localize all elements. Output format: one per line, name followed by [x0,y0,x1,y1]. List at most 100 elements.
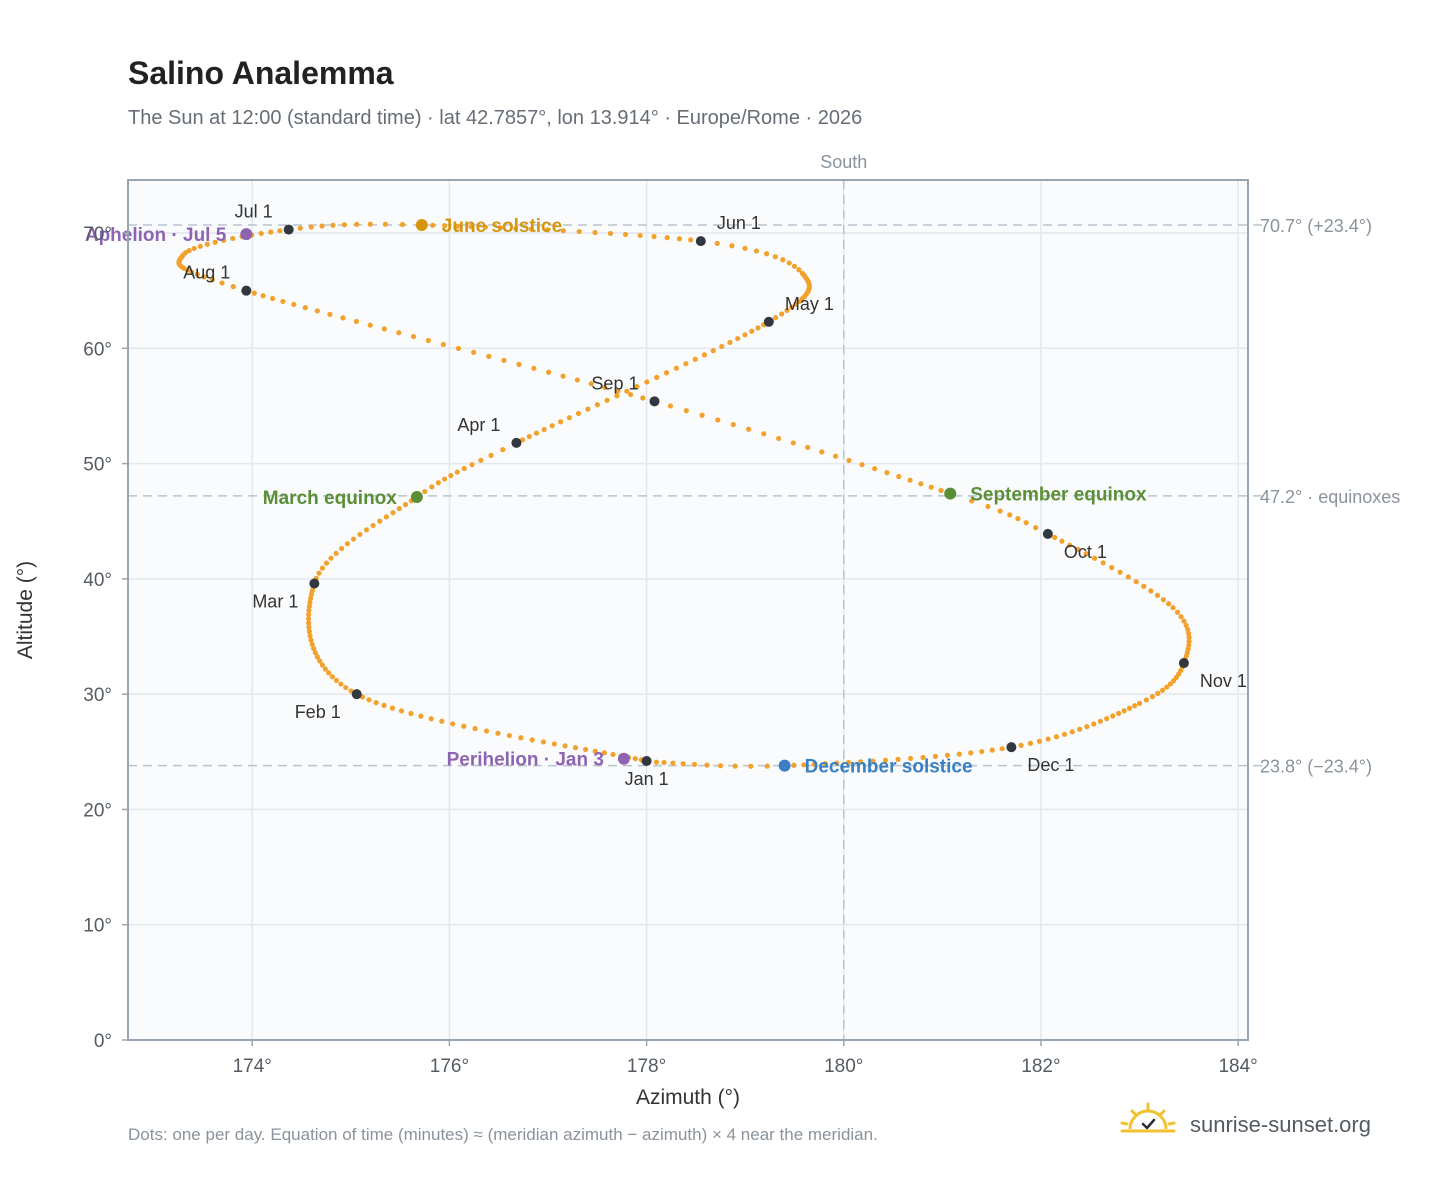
daily-sun-dot [398,708,405,714]
daily-sun-dot [560,228,566,234]
daily-sun-dot [1170,605,1176,611]
event-marker-dot [240,228,253,241]
month-marker-dot [1178,658,1189,669]
daily-sun-dot [471,349,477,356]
daily-sun-dot [882,757,889,763]
daily-sun-dot [551,741,557,747]
daily-sun-dot [549,423,555,429]
month-marker-label: Dec 1 [1027,755,1074,775]
daily-sun-dot [425,337,431,344]
daily-sun-dot [776,435,782,442]
daily-sun-dot [506,732,513,739]
month-marker-dot [309,578,320,589]
daily-sun-dot [439,718,445,724]
daily-sun-dot [730,421,736,428]
month-marker-dot [241,285,252,296]
daily-sun-dot [307,633,313,639]
y-axis-title: Altitude (°) [14,561,37,659]
daily-sun-dot [472,726,478,732]
daily-sun-dot [338,681,344,687]
daily-sun-dot [845,759,852,766]
daily-sun-dot [546,369,552,375]
daily-sun-dot [1007,512,1013,518]
daily-sun-dot [201,274,207,280]
month-marker-dot [695,236,706,247]
daily-sun-dot [858,759,864,765]
daily-sun-dot [367,322,373,328]
daily-sun-dot [1149,694,1156,700]
daily-sun-dot [309,641,315,647]
daily-sun-dot [382,221,388,227]
daily-sun-dot [566,415,573,421]
y-tick-label: 0° [94,1031,112,1052]
daily-sun-dot [429,484,435,490]
daily-sun-dot [872,466,878,472]
daily-sun-dot [418,713,424,719]
daily-sun-dot [383,514,389,520]
daily-sun-dot [604,397,610,403]
daily-sun-dot [749,328,755,334]
daily-sun-dot [784,307,790,314]
daily-sun-dot [500,447,506,453]
month-marker-label: Mar 1 [252,591,298,611]
daily-sun-dot [968,750,974,756]
month-marker-label: Jun 1 [717,213,761,233]
x-axis-title: Azimuth (°) [636,1086,740,1109]
daily-sun-dot [667,403,674,409]
daily-sun-dot [1115,710,1122,716]
daily-sun-dot [396,506,402,512]
daily-sun-dot [516,361,522,367]
daily-sun-dot [793,301,799,307]
daily-sun-dot [786,260,792,266]
month-marker-label: Sep 1 [591,373,638,393]
daily-sun-dot [985,503,991,510]
daily-sun-dot [592,748,598,754]
daily-sun-dot [1121,708,1127,714]
plot-area [128,180,1248,1040]
daily-sun-dot [219,280,225,286]
daily-sun-dot [184,267,190,273]
daily-sun-dot [531,365,537,371]
daily-sun-dot [763,251,770,257]
daily-sun-dot [746,426,752,432]
daily-sun-dot [710,348,716,354]
daily-sun-dot [258,230,264,237]
daily-sun-dot [558,419,564,425]
daily-sun-dot [280,298,286,305]
daily-sun-dot [326,670,332,676]
daily-sun-dot [663,370,670,376]
x-tick-label: 182° [1021,1056,1060,1077]
daily-sun-dot [615,388,621,394]
grid [128,180,1248,1041]
daily-sun-dot [1148,588,1154,594]
daily-sun-dot [1143,697,1149,703]
daily-sun-dot [469,462,475,468]
daily-sun-dot [732,763,738,769]
meridian-label: South [820,152,867,172]
daily-sun-dot [410,333,417,340]
daily-sun-dot [999,746,1005,752]
event-marker-label: Perihelion · Jan 3 [447,750,604,771]
daily-sun-dot [918,481,924,487]
daily-sun-dot [932,753,938,759]
daily-sun-dot [221,237,227,243]
daily-sun-dot [1117,569,1123,575]
daily-sun-dot [1181,618,1187,624]
daily-sun-dot [312,650,318,656]
month-marker-dot [641,756,652,767]
daily-sun-dot [938,487,944,494]
event-marker-label: September equinox [970,485,1147,506]
daily-sun-dot [454,223,461,229]
daily-sun-dot [497,225,503,231]
month-marker-dot [351,689,362,700]
daily-sun-dot [402,502,409,508]
daily-sun-dot [1091,721,1097,727]
y-tick-label: 10° [83,916,112,937]
daily-sun-dot [692,356,698,362]
daily-sun-dot [644,379,650,385]
month-markers: Jan 1 Feb 1 Mar 1 Apr 1 May 1 Jun 1 Jul 1 Aug 1… [183,202,1247,789]
daily-sun-dot [805,444,811,451]
daily-sun-dot [197,243,203,249]
daily-sun-dot [688,237,694,243]
daily-sun-dot [664,235,670,241]
